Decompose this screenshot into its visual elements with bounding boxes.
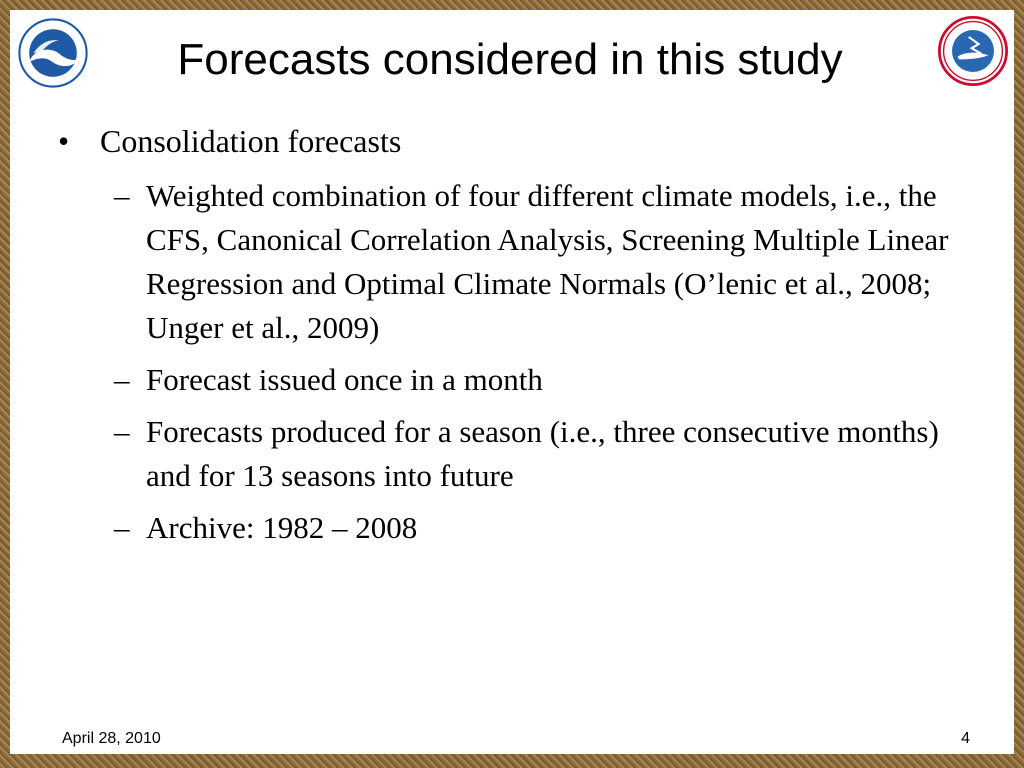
dash-icon: –: [114, 414, 130, 450]
subitem-text: Weighted combination of four different c…: [146, 178, 949, 346]
nws-logo: [938, 16, 1008, 86]
subitem-2: – Forecast issued once in a month: [114, 358, 966, 402]
subitem-4: – Archive: 1982 – 2008: [114, 506, 966, 550]
dash-icon: –: [114, 510, 130, 546]
subitem-1: – Weighted combination of four different…: [114, 174, 966, 350]
footer-date: April 28, 2010: [62, 730, 161, 747]
bullet-item: • Consolidation forecasts: [10, 122, 1014, 160]
slide-content: • Consolidation forecasts – Weighted com…: [10, 122, 1014, 550]
subitem-text: Forecasts produced for a season (i.e., t…: [146, 414, 939, 494]
subitem-text: Archive: 1982 – 2008: [146, 510, 418, 546]
subitem-text: Forecast issued once in a month: [146, 362, 543, 398]
footer-page-number: 4: [961, 730, 970, 747]
noaa-logo: [18, 18, 88, 88]
dash-icon: –: [114, 362, 130, 398]
bullet-dot-icon: •: [58, 123, 70, 159]
slide-title: Forecasts considered in this study: [177, 35, 843, 84]
dash-icon: –: [114, 178, 130, 214]
slide: Forecasts considered in this study • Con…: [10, 10, 1014, 754]
bullet-text: Consolidation forecasts: [100, 123, 402, 159]
subitem-3: – Forecasts produced for a season (i.e.,…: [114, 410, 966, 498]
